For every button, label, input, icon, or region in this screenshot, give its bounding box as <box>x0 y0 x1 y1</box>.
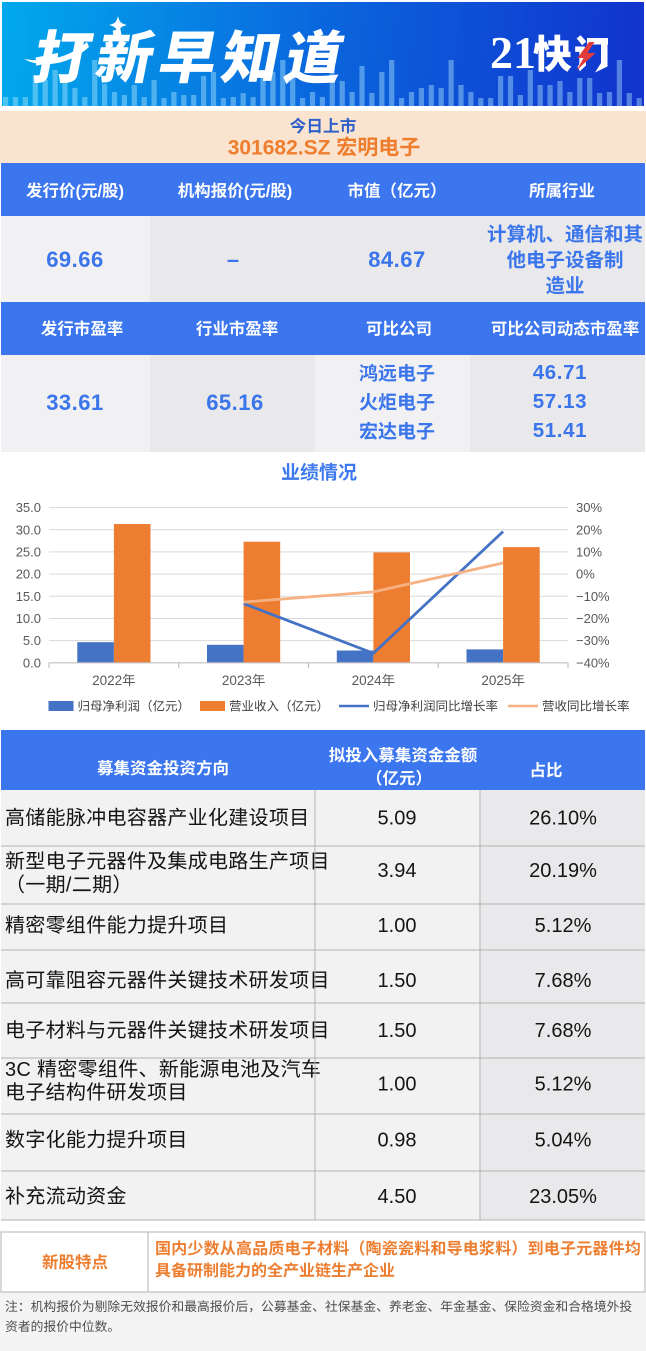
svg-text:0.98: 0.98 <box>378 1130 417 1152</box>
svg-text:35.0: 35.0 <box>16 500 41 515</box>
svg-text:84.67: 84.67 <box>368 247 426 272</box>
svg-text:1.00: 1.00 <box>378 915 417 937</box>
svg-text:4.50: 4.50 <box>378 1186 417 1208</box>
svg-text:20%: 20% <box>576 522 602 537</box>
svg-text:20.0: 20.0 <box>16 567 41 582</box>
svg-text:21: 21 <box>490 27 536 78</box>
svg-text:15.0: 15.0 <box>16 589 41 604</box>
svg-text:69.66: 69.66 <box>46 247 104 272</box>
svg-text:3C: 3C <box>5 1059 31 1081</box>
svg-text:26.10%: 26.10% <box>529 808 597 830</box>
svg-text:(: ( <box>76 183 82 201</box>
svg-text:20.19%: 20.19% <box>529 860 597 882</box>
svg-text:1.00: 1.00 <box>378 1074 417 1096</box>
svg-text:1.50: 1.50 <box>378 1020 417 1042</box>
svg-text:2024: 2024 <box>352 673 383 688</box>
svg-text:33.61: 33.61 <box>46 390 104 415</box>
svg-text:301682.SZ: 301682.SZ <box>228 137 331 160</box>
svg-text:(: ( <box>244 183 250 201</box>
svg-text:0%: 0% <box>576 567 595 582</box>
svg-text:10.0: 10.0 <box>16 611 41 626</box>
svg-text:5.12%: 5.12% <box>535 915 592 937</box>
svg-text:10%: 10% <box>576 544 602 559</box>
svg-text:57.13: 57.13 <box>533 390 587 413</box>
svg-text:23.05%: 23.05% <box>529 1186 597 1208</box>
svg-text:−20%: −20% <box>576 611 610 626</box>
svg-text:1.50: 1.50 <box>378 970 417 992</box>
svg-text:46.71: 46.71 <box>533 361 587 384</box>
svg-text:30%: 30% <box>576 500 602 515</box>
svg-text:−30%: −30% <box>576 633 610 648</box>
svg-text:3.94: 3.94 <box>378 860 417 882</box>
svg-text:5.12%: 5.12% <box>535 1074 592 1096</box>
svg-text:5.09: 5.09 <box>378 808 417 830</box>
svg-text:30.0: 30.0 <box>16 522 41 537</box>
svg-text:5.0: 5.0 <box>23 633 41 648</box>
svg-text:–: – <box>227 247 239 272</box>
svg-text:): ) <box>119 183 125 201</box>
svg-text:5.04%: 5.04% <box>535 1130 592 1152</box>
svg-text:0.0: 0.0 <box>23 655 41 670</box>
svg-text:2025: 2025 <box>481 673 511 688</box>
svg-text:/: / <box>66 875 72 897</box>
svg-text:/: / <box>98 183 103 201</box>
svg-text:2023: 2023 <box>222 673 252 688</box>
svg-text:51.41: 51.41 <box>533 419 587 442</box>
svg-text:−10%: −10% <box>576 589 610 604</box>
svg-text:7.68%: 7.68% <box>535 970 592 992</box>
svg-text:/: / <box>266 183 271 201</box>
svg-text:65.16: 65.16 <box>206 390 264 415</box>
svg-text:25.0: 25.0 <box>16 544 41 559</box>
svg-text:−40%: −40% <box>576 655 610 670</box>
svg-text:): ) <box>287 183 293 201</box>
svg-text:2022: 2022 <box>92 673 122 688</box>
svg-text:7.68%: 7.68% <box>535 1020 592 1042</box>
